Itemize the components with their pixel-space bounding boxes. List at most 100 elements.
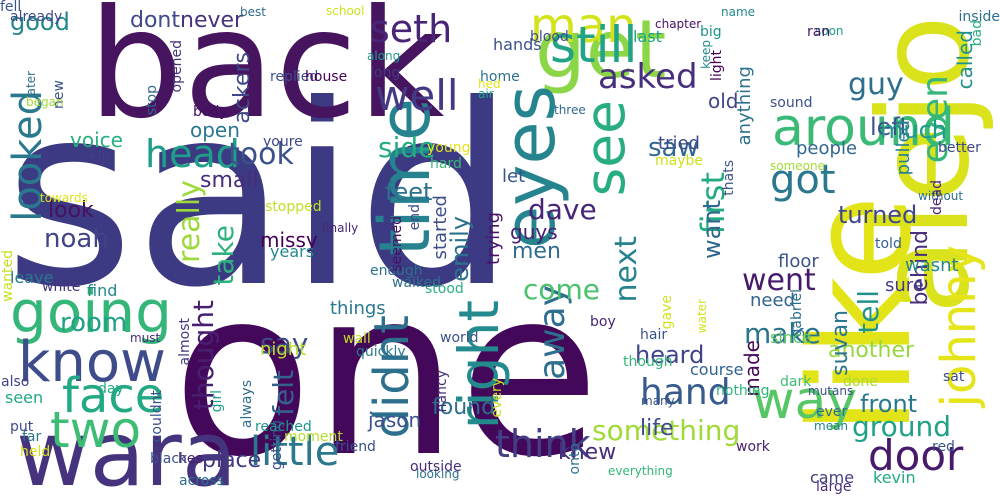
word-next: next xyxy=(609,236,644,303)
word-going: going xyxy=(10,278,172,346)
word-suvan: suvan xyxy=(828,310,853,376)
word-seth: seth xyxy=(370,7,453,51)
word-noah: noah xyxy=(44,224,109,254)
word-get: get xyxy=(535,3,667,96)
word-girl: girl xyxy=(209,390,225,413)
word-anything: anything xyxy=(734,66,755,146)
word-trying: trying xyxy=(483,212,504,265)
word-onto: onto xyxy=(567,443,583,475)
word-let: let xyxy=(502,166,526,187)
word-came: came xyxy=(810,468,855,487)
word-wasnt: wasnt xyxy=(905,255,959,276)
word-chapter: chapter xyxy=(655,17,702,31)
word-leave: leave xyxy=(10,268,54,287)
word-missy: missy xyxy=(260,228,318,252)
word-took: took xyxy=(228,137,294,172)
word-across: across xyxy=(179,473,224,489)
word-done: done xyxy=(843,374,878,390)
word-though: though xyxy=(623,354,673,370)
word-asked: asked xyxy=(598,57,698,97)
word-work: work xyxy=(736,439,770,455)
word-dave: dave xyxy=(528,193,597,226)
word-bad: bad xyxy=(969,20,985,47)
word-guys: guys xyxy=(510,220,558,244)
word-years: years xyxy=(270,242,315,261)
word-better: better xyxy=(938,140,981,156)
word-started: started xyxy=(430,195,451,260)
word-found: found xyxy=(432,395,496,420)
word-gave: gave xyxy=(659,295,675,330)
word-ever: ever xyxy=(816,404,848,420)
word-dont: dont xyxy=(130,8,180,33)
word-two: two xyxy=(50,401,142,459)
word-world: world xyxy=(440,330,479,346)
word-stopped: stopped xyxy=(265,199,322,215)
word-always: always xyxy=(239,380,255,429)
word-young: young xyxy=(427,140,471,156)
word-ran: ran xyxy=(807,24,831,40)
word-without: without xyxy=(918,189,964,203)
word-far: far xyxy=(22,429,42,445)
word-quickly: quickly xyxy=(356,344,406,360)
word-turned: turned xyxy=(838,201,918,229)
word-last: last xyxy=(633,27,662,46)
word-dark: dark xyxy=(780,374,812,390)
word-one: one xyxy=(172,241,600,500)
word-red: red xyxy=(932,439,955,455)
word-face: face xyxy=(62,368,165,424)
word-see: see xyxy=(573,100,637,197)
word-thats: thats xyxy=(721,160,737,196)
word-white: white xyxy=(42,279,81,295)
word-front: front xyxy=(860,390,918,418)
word-boy: boy xyxy=(590,314,616,330)
word-must: must xyxy=(130,331,161,345)
word-left: left xyxy=(870,113,909,141)
word-help: help xyxy=(80,149,111,165)
word-hand: hand xyxy=(640,372,731,413)
word-day: day xyxy=(98,381,124,397)
word-since: since xyxy=(770,328,812,347)
word-along: along xyxy=(367,49,401,63)
word-said: said xyxy=(4,51,516,342)
word-small: small xyxy=(200,168,259,193)
word-find: find xyxy=(87,281,118,300)
word-tell: tell xyxy=(852,290,885,334)
word-good: good xyxy=(10,8,70,36)
word-told: told xyxy=(875,236,902,252)
word-things: things xyxy=(330,298,386,319)
word-around: around xyxy=(772,98,955,158)
word-floor: floor xyxy=(778,251,819,272)
word-hes: hes xyxy=(178,451,203,467)
word-finally: finally xyxy=(322,221,359,235)
word-know: know xyxy=(18,330,166,395)
word-wall: wall xyxy=(343,331,371,347)
word-tried: tried xyxy=(658,133,700,154)
word-outside: outside xyxy=(410,459,462,475)
word-inside: inside xyxy=(958,9,1000,25)
word-people: people xyxy=(796,138,858,159)
word-best: best xyxy=(240,5,266,19)
word-way: way xyxy=(752,371,858,431)
word-couldnt: couldnt xyxy=(149,390,165,443)
word-hard: hard xyxy=(430,156,462,172)
word-nothing: nothing xyxy=(716,383,770,399)
word-also: also xyxy=(1,374,30,390)
word-side: side xyxy=(378,131,436,164)
word-guy: guy xyxy=(848,67,904,102)
word-ground: ground xyxy=(852,410,952,443)
word-keep: keep xyxy=(699,40,713,69)
word-already: already xyxy=(10,9,63,25)
word-black: black xyxy=(150,451,188,467)
word-went: went xyxy=(742,263,816,298)
word-hair: hair xyxy=(640,327,668,343)
word-held: held xyxy=(20,444,51,460)
word-night: night xyxy=(260,339,307,360)
word-seemed: seemed xyxy=(389,216,405,272)
word-jason: jason xyxy=(368,408,422,432)
word-man: man xyxy=(530,0,637,54)
word-towards: towards xyxy=(40,191,88,205)
word-put: put xyxy=(10,419,34,435)
word-still: still xyxy=(550,16,638,74)
word-another: another xyxy=(828,338,915,363)
word-end: end xyxy=(407,204,423,231)
